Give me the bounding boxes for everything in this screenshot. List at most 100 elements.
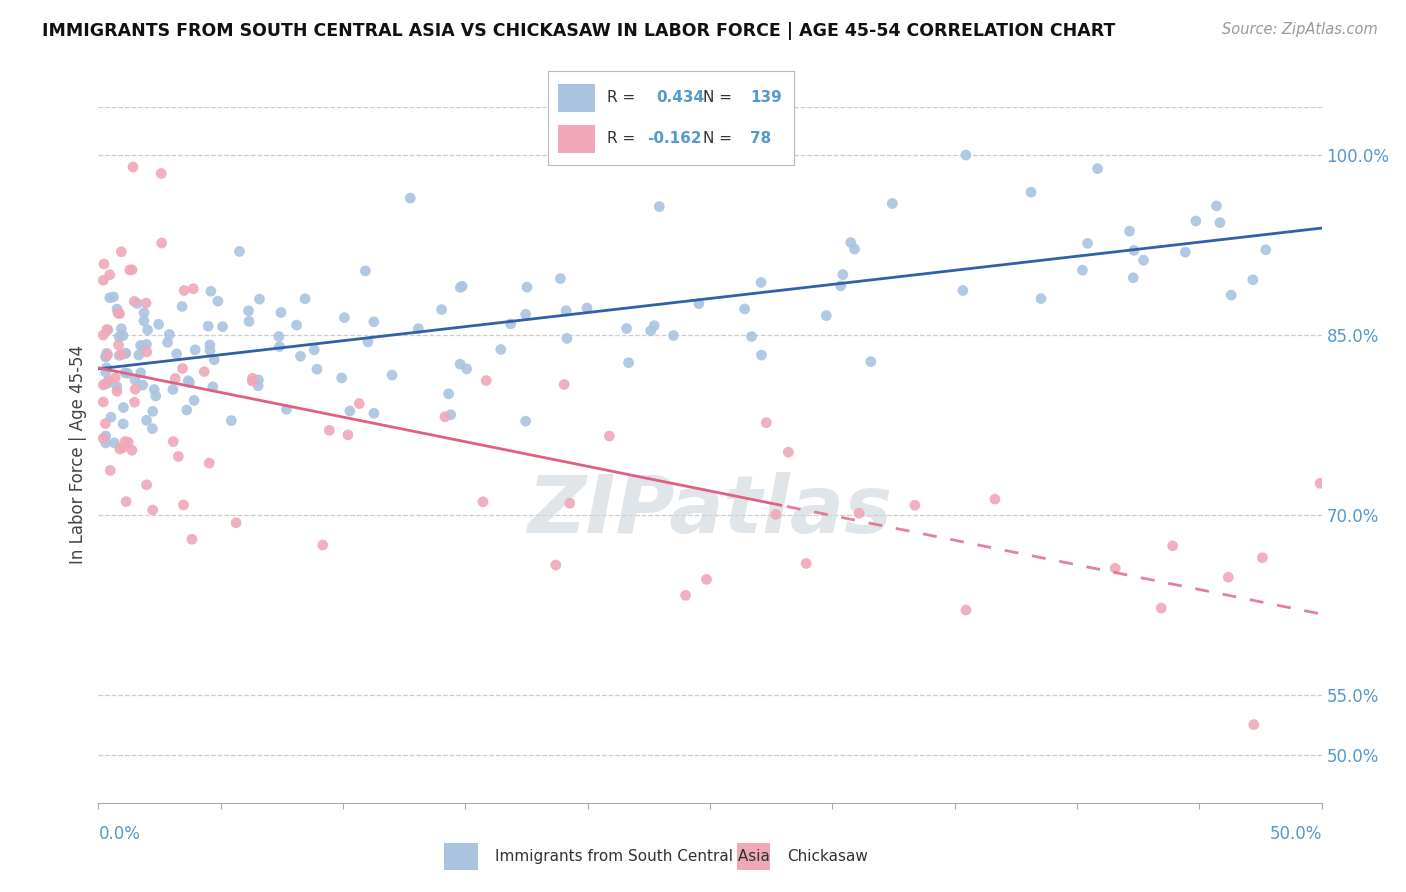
Point [294, 292, 316, 306]
Point [815, 309, 838, 323]
Point [616, 321, 638, 335]
Point [201, 380, 224, 394]
Point [114, 434, 136, 449]
Point [312, 538, 335, 552]
Point [148, 318, 170, 332]
Point [555, 331, 578, 345]
Point [794, 557, 817, 571]
Point [839, 235, 862, 250]
Point [172, 361, 194, 376]
Point [749, 276, 772, 290]
Point [955, 603, 977, 617]
Point [129, 366, 152, 380]
Point [1071, 263, 1094, 277]
Point [240, 374, 263, 388]
Point [489, 343, 512, 357]
Text: R =: R = [607, 90, 636, 105]
Text: 0.0%: 0.0% [98, 825, 141, 843]
Point [124, 382, 146, 396]
Point [1132, 253, 1154, 268]
Point [135, 478, 157, 492]
Point [1218, 570, 1240, 584]
Point [110, 322, 132, 336]
Point [108, 307, 131, 321]
Point [143, 383, 166, 397]
Point [1161, 539, 1184, 553]
Point [984, 492, 1007, 507]
Point [132, 314, 155, 328]
Text: N =: N = [703, 90, 733, 105]
FancyBboxPatch shape [558, 125, 595, 153]
Point [555, 303, 578, 318]
Point [830, 278, 852, 293]
Point [141, 422, 163, 436]
Point [662, 328, 685, 343]
Point [249, 292, 271, 306]
Point [1220, 288, 1243, 302]
Point [336, 428, 359, 442]
Point [955, 148, 977, 162]
FancyBboxPatch shape [444, 843, 478, 870]
Point [122, 294, 145, 309]
Point [124, 373, 146, 387]
Point [167, 450, 190, 464]
Point [1205, 199, 1227, 213]
Point [202, 352, 225, 367]
Point [734, 301, 756, 316]
Point [122, 160, 145, 174]
Point [108, 442, 131, 456]
Point [181, 533, 204, 547]
Point [156, 335, 179, 350]
Point [91, 377, 114, 392]
Point [91, 328, 114, 343]
Point [475, 374, 498, 388]
Point [1309, 476, 1331, 491]
Point [162, 434, 184, 449]
Point [108, 330, 131, 344]
Point [354, 264, 377, 278]
Point [114, 346, 136, 360]
Text: N =: N = [703, 131, 733, 146]
Point [304, 343, 326, 357]
Point [1185, 214, 1208, 228]
Point [142, 404, 165, 418]
Text: Immigrants from South Central Asia: Immigrants from South Central Asia [495, 849, 770, 863]
Point [91, 395, 114, 409]
Point [267, 329, 290, 343]
Point [844, 242, 866, 256]
Point [121, 443, 143, 458]
Point [648, 200, 671, 214]
Point [515, 307, 537, 321]
Point [1243, 717, 1265, 731]
Point [640, 324, 662, 338]
Point [882, 196, 904, 211]
Point [184, 343, 207, 357]
Point [110, 348, 132, 362]
Text: 78: 78 [751, 131, 772, 146]
Point [1251, 550, 1274, 565]
Point [132, 306, 155, 320]
Point [675, 588, 697, 602]
Point [114, 346, 136, 360]
Point [430, 302, 453, 317]
Point [96, 346, 118, 360]
Point [135, 413, 157, 427]
Point [318, 423, 340, 437]
Point [112, 417, 135, 431]
Point [121, 262, 143, 277]
Point [456, 361, 478, 376]
Point [162, 383, 184, 397]
Point [544, 558, 567, 572]
Point [117, 435, 139, 450]
Point [117, 366, 139, 380]
Point [1241, 273, 1264, 287]
Point [135, 344, 157, 359]
Point [1087, 161, 1109, 176]
Point [173, 284, 195, 298]
Point [91, 273, 114, 287]
Point [238, 303, 260, 318]
Point [98, 463, 121, 477]
Point [437, 386, 460, 401]
Point [181, 282, 204, 296]
Text: ZIPatlas: ZIPatlas [527, 472, 893, 549]
